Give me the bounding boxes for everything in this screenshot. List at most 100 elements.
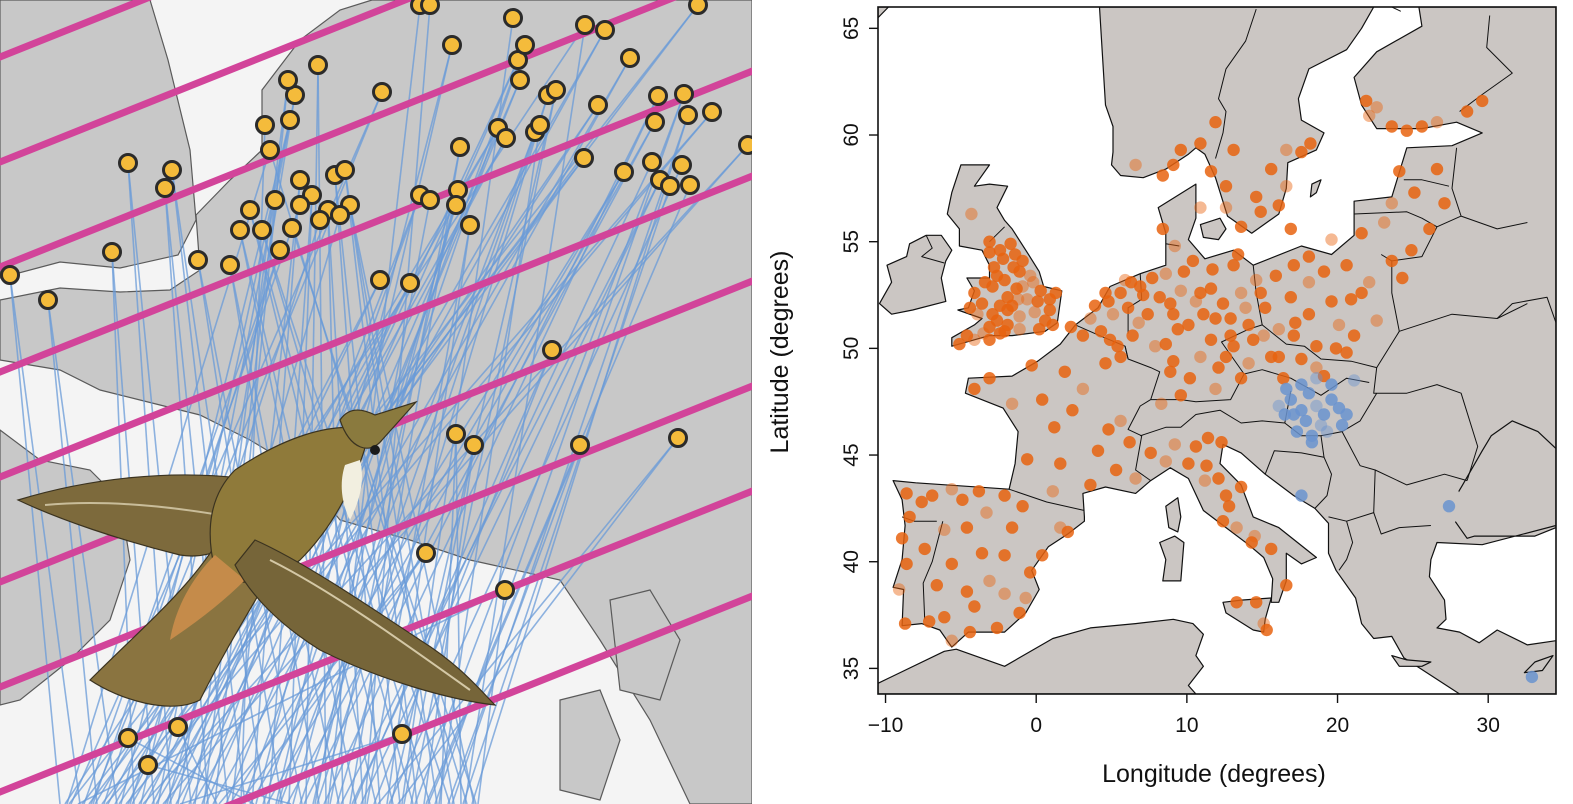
x-tick-label: 10	[1175, 714, 1198, 737]
breeding-point	[1013, 323, 1026, 336]
breeding-point	[1272, 350, 1285, 364]
landmass-iceland-edge	[878, 7, 890, 19]
migration-track	[291, 227, 477, 804]
country-border-21	[1354, 211, 1438, 228]
migration-illustration-panel	[0, 0, 752, 804]
breeding-point	[1004, 237, 1017, 250]
breeding-point	[1460, 105, 1474, 118]
bird-underside	[170, 555, 245, 640]
breeding-point	[1355, 286, 1368, 300]
breeding-point	[1174, 143, 1187, 157]
ringing-site-dot	[542, 340, 562, 360]
breeding-point	[945, 557, 958, 571]
ringing-site-dot	[265, 190, 285, 210]
breeding-point	[990, 621, 1004, 635]
country-border-29	[921, 235, 945, 264]
breeding-point	[987, 261, 1001, 274]
breeding-point	[1219, 350, 1233, 364]
breeding-point	[1129, 472, 1142, 485]
migration-track	[344, 169, 418, 804]
migration-track	[238, 552, 427, 804]
ringing-site-dot	[168, 717, 188, 737]
ringing-site-dot	[672, 155, 692, 175]
wintering-point	[1314, 419, 1328, 432]
wintering-point	[1302, 387, 1316, 400]
breeding-point	[983, 246, 996, 259]
breeding-point	[895, 532, 909, 545]
breeding-point	[968, 382, 981, 396]
breeding-point	[930, 579, 943, 592]
ringing-site-dot	[496, 128, 516, 148]
landmass-thrace	[1435, 487, 1468, 541]
breeding-point	[1219, 201, 1233, 214]
ringing-site-dot	[230, 220, 250, 240]
breeding-point	[1423, 222, 1436, 236]
breeding-point	[1310, 361, 1323, 374]
breeding-point	[1317, 369, 1331, 383]
breeding-point	[926, 489, 939, 502]
latitude-band	[0, 172, 752, 481]
breeding-point	[918, 542, 931, 556]
wintering-point	[1320, 425, 1334, 438]
breeding-point	[1250, 190, 1263, 204]
ringing-site-dot	[400, 273, 420, 293]
ringing-site-dot	[614, 162, 634, 182]
ringing-site-dot	[138, 755, 158, 775]
breeding-point	[1043, 293, 1056, 306]
breeding-point	[960, 329, 974, 342]
breeding-point	[1216, 515, 1230, 528]
breeding-point	[1430, 116, 1444, 129]
breeding-point	[1234, 286, 1248, 300]
ringing-site-dot	[660, 176, 680, 196]
migration-track	[229, 171, 625, 804]
breeding-point	[1204, 165, 1218, 178]
breeding-point	[1234, 220, 1248, 233]
ringing-site-dot	[220, 255, 240, 275]
country-border-26	[1459, 15, 1513, 112]
breeding-point	[1123, 436, 1136, 449]
country-border-15	[1346, 512, 1431, 535]
breeding-point	[1476, 94, 1489, 108]
wintering-point	[1290, 425, 1304, 438]
x-tick-label: 0	[1030, 714, 1042, 737]
breeding-point	[983, 333, 996, 346]
breeding-point	[1019, 591, 1032, 605]
land-island-a	[609, 589, 681, 701]
ringing-site-dot	[260, 140, 280, 160]
breeding-point	[1231, 248, 1245, 261]
breeding-point	[1242, 318, 1255, 332]
bird-feather-line	[44, 502, 221, 516]
ringing-site-dot	[642, 152, 662, 172]
landmass-gotland	[1309, 179, 1322, 198]
breeding-point	[1132, 316, 1145, 329]
breeding-point	[960, 521, 974, 534]
country-border-5	[1124, 346, 1129, 360]
breeding-point	[1005, 521, 1019, 534]
breeding-point	[956, 493, 969, 506]
ringing-site-dot	[503, 8, 523, 28]
migration-track	[162, 144, 749, 804]
x-axis: −10 0 10 20 30	[868, 694, 1500, 737]
breeding-wintering-scatter-map: −10 0 10 20 30 35 40 45 50 55 60 65 Longitude (deg…	[752, 0, 1573, 804]
y-axis-title: Latitude (degrees)	[766, 251, 794, 454]
landmass-corsica	[1165, 497, 1182, 533]
breeding-point	[1146, 271, 1159, 285]
breeding-point	[1272, 199, 1285, 212]
breeding-point	[1167, 158, 1180, 172]
country-border-1	[922, 521, 944, 620]
breeding-point	[1355, 227, 1368, 240]
ringing-site-dot	[674, 84, 694, 104]
country-border-27	[1215, 8, 1257, 159]
breeding-point	[1109, 463, 1123, 477]
ringing-site-dot	[0, 265, 20, 285]
y-tick-label: 60	[840, 123, 863, 146]
breeding-point	[1224, 329, 1237, 342]
breeding-point	[1363, 276, 1376, 289]
breeding-point	[1295, 352, 1308, 366]
breeding-point	[1134, 280, 1147, 293]
breeding-point	[1209, 382, 1222, 396]
breeding-point	[1287, 329, 1300, 342]
breeding-point	[898, 617, 912, 630]
breeding-point	[1024, 566, 1037, 579]
ringing-site-dot	[308, 55, 328, 75]
